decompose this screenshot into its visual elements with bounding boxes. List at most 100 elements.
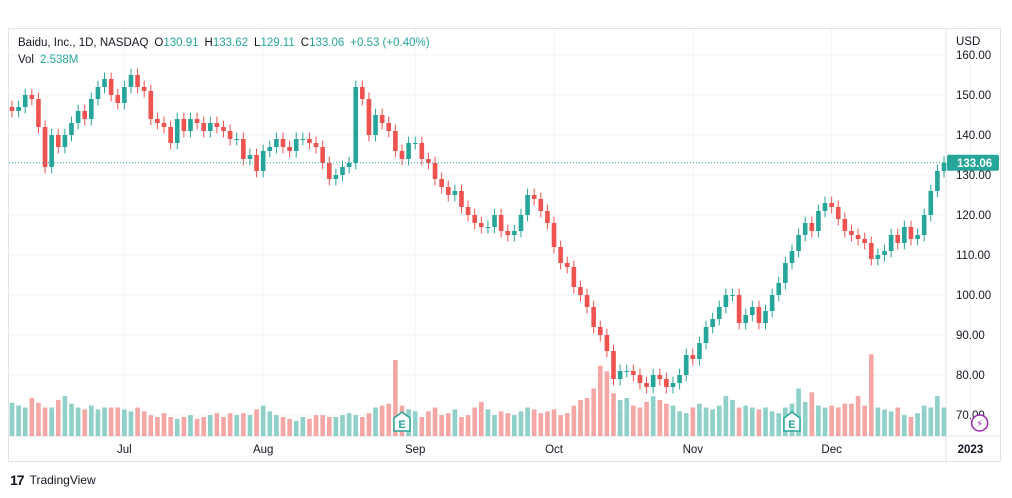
candle-body[interactable] bbox=[102, 79, 107, 87]
candle-body[interactable] bbox=[749, 307, 755, 315]
candle-body[interactable] bbox=[895, 235, 901, 243]
candle-body[interactable] bbox=[882, 251, 887, 255]
candle-body[interactable] bbox=[36, 99, 41, 127]
candle-body[interactable] bbox=[439, 179, 444, 187]
candle-body[interactable] bbox=[644, 383, 649, 387]
candle-body[interactable] bbox=[406, 143, 411, 159]
candle-body[interactable] bbox=[393, 131, 398, 151]
candle-body[interactable] bbox=[571, 267, 577, 287]
candle-body[interactable] bbox=[452, 191, 458, 195]
candle-body[interactable] bbox=[611, 351, 616, 379]
candle-body[interactable] bbox=[174, 119, 180, 143]
candle-body[interactable] bbox=[888, 235, 894, 251]
candle-body[interactable] bbox=[307, 139, 312, 143]
candle-body[interactable] bbox=[670, 383, 676, 387]
candle-body[interactable] bbox=[340, 167, 345, 175]
candle-body[interactable] bbox=[796, 235, 801, 251]
candle-body[interactable] bbox=[928, 191, 934, 215]
candle-body[interactable] bbox=[241, 139, 246, 159]
candle-body[interactable] bbox=[432, 163, 438, 179]
candle-body[interactable] bbox=[604, 335, 610, 351]
candle-body[interactable] bbox=[915, 235, 920, 239]
candle-body[interactable] bbox=[941, 162, 947, 171]
candle-body[interactable] bbox=[247, 155, 253, 159]
candle-body[interactable] bbox=[829, 203, 834, 207]
candle-body[interactable] bbox=[161, 123, 167, 127]
candle-body[interactable] bbox=[690, 355, 696, 359]
candle-body[interactable] bbox=[512, 231, 517, 235]
candle-body[interactable] bbox=[42, 127, 48, 167]
candle-body[interactable] bbox=[935, 171, 940, 191]
candle-body[interactable] bbox=[346, 163, 352, 167]
candle-body[interactable] bbox=[730, 295, 735, 296]
candle-body[interactable] bbox=[855, 235, 861, 239]
candle-body[interactable] bbox=[287, 147, 292, 151]
candle-body[interactable] bbox=[591, 307, 596, 327]
candle-body[interactable] bbox=[816, 211, 821, 231]
candle-body[interactable] bbox=[9, 107, 15, 111]
candle-body[interactable] bbox=[260, 151, 266, 171]
candle-body[interactable] bbox=[148, 91, 154, 119]
candle-body[interactable] bbox=[743, 315, 749, 323]
candle-body[interactable] bbox=[55, 135, 61, 147]
candle-body[interactable] bbox=[597, 327, 603, 335]
earnings-marker-icon[interactable] bbox=[393, 411, 411, 432]
candle-body[interactable] bbox=[637, 375, 643, 383]
candle-body[interactable] bbox=[617, 371, 623, 379]
candle-body[interactable] bbox=[531, 195, 537, 199]
candle-body[interactable] bbox=[227, 131, 233, 139]
candle-body[interactable] bbox=[122, 87, 127, 103]
candle-body[interactable] bbox=[254, 155, 259, 171]
candle-body[interactable] bbox=[426, 159, 431, 163]
candle-body[interactable] bbox=[492, 215, 497, 227]
brand-label[interactable]: TradingView bbox=[29, 473, 96, 487]
candle-body[interactable] bbox=[664, 379, 669, 387]
volume-label[interactable]: Vol bbox=[18, 54, 34, 66]
candle-body[interactable] bbox=[921, 215, 927, 235]
candle-body[interactable] bbox=[710, 319, 715, 327]
candle-body[interactable] bbox=[280, 139, 286, 147]
candle-body[interactable] bbox=[802, 223, 808, 235]
earnings-marker-icon[interactable] bbox=[783, 411, 801, 432]
candle-body[interactable] bbox=[194, 119, 200, 123]
candle-body[interactable] bbox=[326, 163, 332, 179]
candle-body[interactable] bbox=[763, 311, 768, 323]
candle-body[interactable] bbox=[399, 151, 405, 159]
candle-body[interactable] bbox=[578, 287, 583, 295]
candle-body[interactable] bbox=[683, 355, 689, 375]
candle-body[interactable] bbox=[115, 95, 121, 103]
candle-body[interactable] bbox=[267, 147, 273, 151]
candle-body[interactable] bbox=[849, 231, 854, 235]
candle-body[interactable] bbox=[234, 139, 240, 140]
candle-body[interactable] bbox=[875, 255, 881, 259]
candle-body[interactable] bbox=[564, 263, 570, 267]
candle-body[interactable] bbox=[789, 251, 795, 263]
candle-body[interactable] bbox=[498, 215, 504, 231]
candle-body[interactable] bbox=[360, 87, 365, 99]
candle-body[interactable] bbox=[141, 87, 147, 91]
candle-body[interactable] bbox=[822, 203, 828, 211]
candle-body[interactable] bbox=[459, 191, 464, 207]
candle-body[interactable] bbox=[201, 123, 207, 131]
candle-body[interactable] bbox=[333, 175, 339, 179]
candle-body[interactable] bbox=[624, 371, 630, 372]
candle-body[interactable] bbox=[783, 263, 788, 283]
candle-body[interactable] bbox=[472, 215, 478, 223]
candle-body[interactable] bbox=[716, 307, 722, 319]
candle-body[interactable] bbox=[485, 227, 491, 228]
candle-body[interactable] bbox=[419, 143, 425, 159]
candle-body[interactable] bbox=[736, 295, 742, 323]
symbol-label[interactable]: Baidu, Inc., 1D, NASDAQ bbox=[18, 37, 149, 49]
tradingview-logo-icon[interactable]: 17 bbox=[10, 472, 25, 488]
candle-body[interactable] bbox=[478, 223, 484, 227]
candle-body[interactable] bbox=[525, 195, 530, 215]
candle-body[interactable] bbox=[300, 139, 306, 140]
candle-body[interactable] bbox=[505, 231, 511, 235]
candle-body[interactable] bbox=[584, 295, 590, 307]
candle-body[interactable] bbox=[677, 375, 682, 383]
candle-body[interactable] bbox=[108, 79, 114, 95]
candle-body[interactable] bbox=[95, 87, 101, 99]
candle-body[interactable] bbox=[657, 375, 663, 379]
candle-body[interactable] bbox=[214, 123, 220, 127]
candle-body[interactable] bbox=[75, 111, 81, 123]
